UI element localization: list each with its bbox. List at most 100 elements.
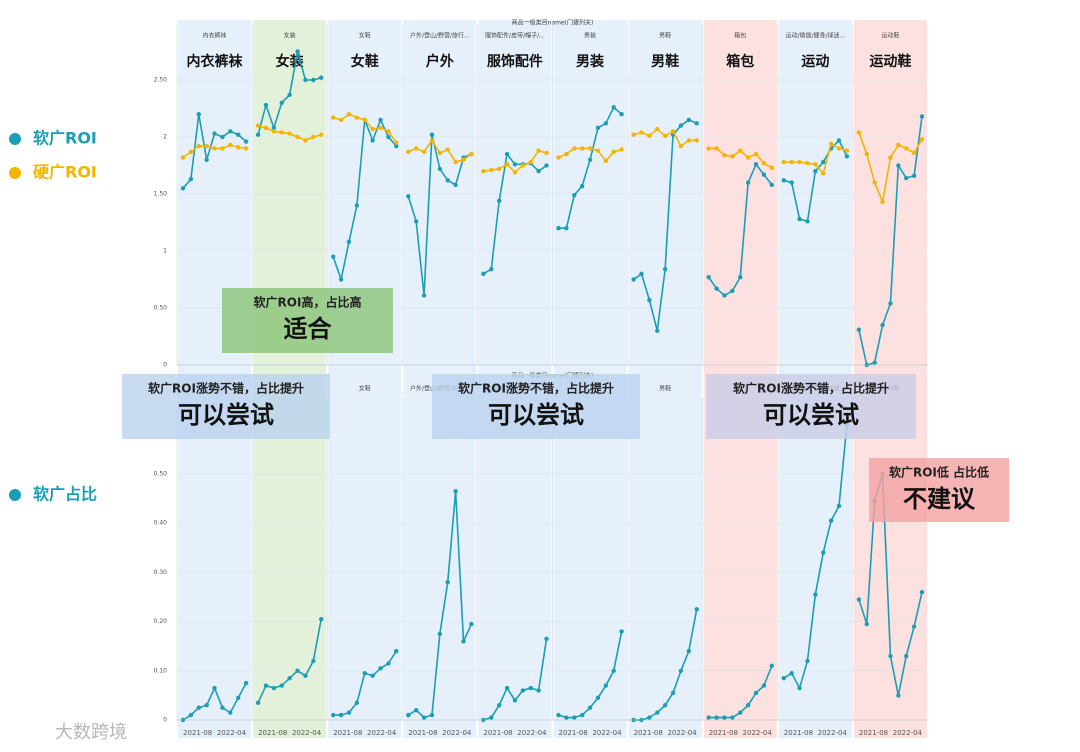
data-point (904, 175, 909, 181)
data-point (378, 117, 383, 123)
data-point (564, 715, 569, 720)
data-point (821, 550, 826, 555)
data-point (496, 198, 502, 204)
data-point (212, 685, 217, 691)
data-point (745, 155, 751, 160)
data-point (354, 115, 360, 120)
data-point (603, 121, 609, 126)
x-tick-label: 2021-08 (559, 729, 588, 737)
data-point (587, 705, 593, 710)
data-point (220, 134, 225, 140)
data-point (413, 146, 419, 151)
data-point (781, 675, 786, 681)
facet-label: 户外 (426, 53, 454, 70)
data-point (647, 715, 652, 720)
data-point (346, 710, 352, 715)
data-point (481, 169, 486, 174)
data-point (196, 112, 201, 117)
x-tick-label: 2021-08 (183, 729, 212, 737)
data-point (828, 141, 834, 147)
data-point (271, 129, 277, 134)
data-point (331, 254, 336, 259)
x-tick-label: 2022-04 (367, 729, 397, 737)
data-point (761, 683, 767, 688)
x-tick-label: 2022-04 (442, 729, 472, 737)
data-point (295, 134, 300, 140)
watermark: 大数跨境 (55, 722, 127, 743)
facet-label: 运动鞋 (869, 53, 911, 70)
data-point (346, 239, 352, 245)
data-point (394, 140, 399, 145)
data-point (243, 680, 249, 686)
data-point (429, 712, 435, 718)
data-point (220, 705, 225, 710)
x-tick-label: 2021-08 (483, 729, 512, 737)
data-point (370, 126, 375, 132)
data-point (670, 690, 676, 696)
data-point (279, 100, 284, 106)
data-point (655, 710, 660, 715)
data-point (789, 180, 794, 185)
y-tick-label: 1 (163, 248, 167, 255)
data-point (263, 683, 269, 688)
data-point (797, 159, 802, 165)
data-point (504, 151, 510, 157)
data-point (212, 146, 217, 151)
data-point (319, 75, 324, 80)
facet-header: 男鞋 (659, 385, 671, 393)
data-point (603, 158, 609, 164)
data-point (738, 148, 743, 153)
data-point (536, 688, 541, 693)
y-tick-label: 0.30 (154, 569, 168, 576)
data-point (311, 77, 316, 83)
data-point (919, 589, 925, 595)
data-point (196, 143, 201, 149)
data-point (536, 148, 541, 153)
data-point (512, 698, 518, 703)
data-point (386, 129, 391, 134)
x-tick-label: 2021-08 (333, 729, 362, 737)
facet-header: 女鞋 (359, 32, 371, 40)
data-point (429, 132, 435, 137)
data-point (386, 661, 391, 666)
y-tick-label: 0.50 (154, 305, 168, 312)
legend-marker (9, 133, 21, 145)
data-point (489, 167, 494, 173)
data-point (745, 703, 751, 708)
data-point (311, 134, 316, 140)
data-point (556, 155, 561, 160)
data-point (271, 685, 277, 691)
data-point (319, 132, 324, 137)
data-point (911, 624, 917, 629)
data-point (338, 117, 344, 123)
x-tick-label: 2022-04 (217, 729, 247, 737)
data-point (619, 147, 624, 152)
data-point (413, 219, 419, 224)
data-point (180, 155, 186, 160)
data-point (781, 159, 786, 165)
data-point (587, 157, 593, 162)
data-point (880, 199, 885, 205)
data-point (828, 518, 834, 523)
data-point (303, 138, 308, 143)
legend-marker (9, 489, 21, 501)
data-point (504, 685, 510, 691)
y-tick-label: 0.20 (154, 618, 168, 625)
data-point (295, 668, 300, 673)
annotation-subtitle: 软广ROI高，占比高 (254, 295, 362, 310)
data-point (394, 143, 399, 149)
x-tick-label: 2022-04 (667, 729, 697, 737)
x-tick-label: 2022-04 (743, 729, 773, 737)
annotation-box (706, 374, 916, 439)
data-point (311, 658, 316, 664)
y-tick-label: 0 (163, 717, 167, 724)
data-point (844, 148, 850, 153)
annotation-text: 可以尝试 (763, 401, 859, 429)
data-point (904, 146, 909, 151)
x-tick-label: 2022-04 (292, 729, 322, 737)
data-point (631, 132, 636, 137)
facet-label: 内衣裤袜 (187, 53, 244, 70)
data-point (769, 663, 774, 669)
data-point (378, 666, 383, 671)
data-point (331, 712, 336, 718)
